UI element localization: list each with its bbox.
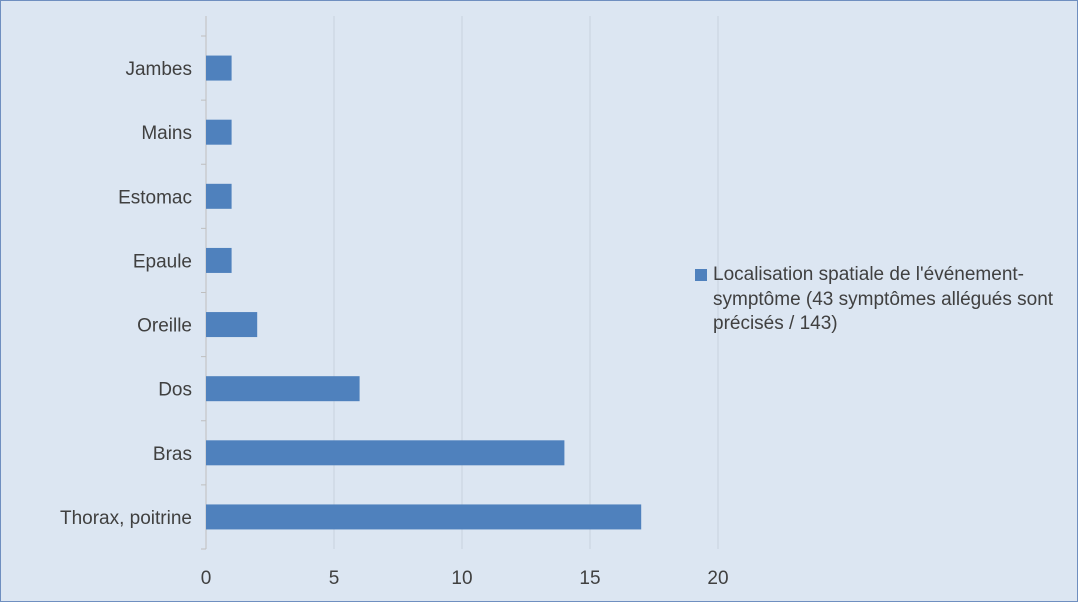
bar: [206, 312, 258, 338]
category-labels: Thorax, poitrine Bras Dos Oreille Epaule Esto…: [60, 59, 192, 529]
category-label: Bras: [153, 444, 192, 465]
category-label: Oreille: [137, 316, 192, 337]
x-tick-label: 0: [201, 568, 212, 589]
bars: [206, 55, 642, 530]
bar: [206, 247, 232, 273]
category-label: Jambes: [125, 59, 192, 80]
bar: [206, 440, 565, 466]
x-tick-label: 10: [451, 568, 472, 589]
category-label: Estomac: [118, 187, 192, 208]
category-label: Thorax, poitrine: [60, 508, 192, 529]
category-label: Mains: [141, 123, 192, 144]
bar: [206, 55, 232, 81]
legend-swatch: [695, 269, 707, 281]
x-tick-label: 5: [329, 568, 340, 589]
category-label: Epaule: [133, 251, 192, 272]
gridlines: [333, 16, 719, 549]
legend-label: Localisation spatiale de l'événement-sym…: [713, 264, 1054, 334]
legend: Localisation spatiale de l'événement-sym…: [695, 263, 1070, 337]
x-tick-label: 15: [579, 568, 600, 589]
bar: [206, 183, 232, 209]
value-axis-labels: 0 5 10 15 20: [201, 568, 729, 589]
bar: [206, 504, 642, 530]
category-label: Dos: [158, 380, 192, 401]
bar: [206, 376, 360, 402]
x-tick-label: 20: [707, 568, 728, 589]
bar: [206, 119, 232, 145]
category-axis: [201, 16, 207, 550]
